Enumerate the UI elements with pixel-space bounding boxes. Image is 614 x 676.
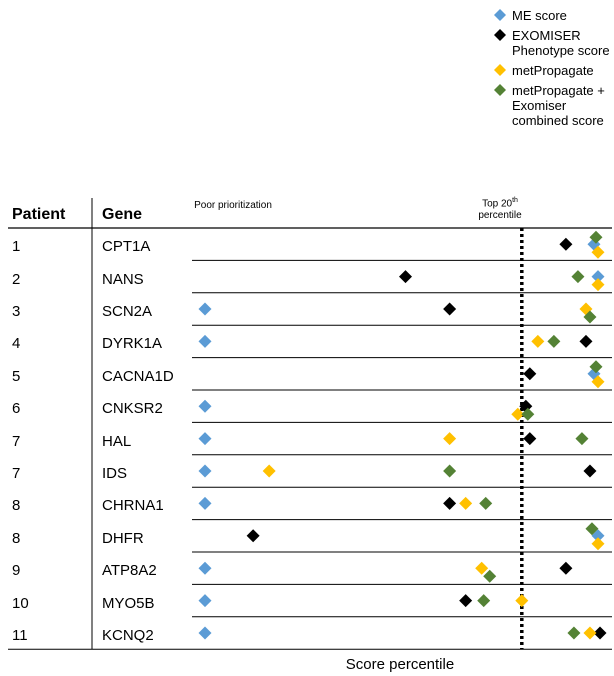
exomiser-point [593,626,607,640]
combined-score-point [589,360,603,374]
patient-label: 2 [12,270,21,288]
me-score-point [198,464,212,478]
me-score-point [198,594,212,608]
exomiser-point [523,367,537,381]
patient-label: 10 [12,594,29,612]
header-patient: Patient [12,206,66,223]
gene-label: MYO5B [102,594,155,612]
legend-item-me: ME score [494,8,614,23]
me-score-point [198,302,212,316]
legend-item-metpropagate: metPropagate [494,63,614,78]
exomiser-point [399,270,413,284]
legend-diamond-exomiser [494,29,506,41]
patient-label: 7 [12,465,21,482]
me-score-point [198,561,212,575]
gene-label: CACNA1D [102,367,174,385]
patient-label: 3 [12,303,21,320]
patient-label: 8 [12,497,21,515]
exomiser-point [559,237,573,251]
me-score-point [198,496,212,510]
legend-label-me: ME score [512,8,567,23]
combined-score-point [483,569,497,583]
legend: ME score EXOMISER Phenotype score metPro… [494,8,614,133]
annotation-top20: Top 20th percentile [470,195,530,222]
metpropagate-point [443,432,457,446]
exomiser-point [246,529,260,543]
legend-item-combined: metPropagate + Exomiser combined score [494,83,614,128]
legend-item-exomiser: EXOMISER Phenotype score [494,28,614,58]
gene-label: KCNQ2 [102,627,154,644]
exomiser-point [579,334,593,348]
exomiser-point [459,594,473,608]
gene-label: CPT1A [102,238,151,256]
patient-label: 11 [12,627,28,644]
combined-score-point [583,310,597,324]
patient-label: 1 [12,238,21,256]
gene-label: CNKSR2 [102,400,163,418]
metpropagate-point [262,464,276,478]
combined-score-point [575,432,589,446]
metpropagate-point [591,245,605,259]
combined-score-point [479,496,493,510]
combined-score-point [585,522,599,536]
combined-score-point [521,407,535,421]
x-axis-label: Score percentile [345,656,455,673]
gene-label: HAL [102,432,132,450]
metpropagate-point [591,537,605,551]
combined-score-point [589,230,603,244]
combined-score-point [567,626,581,640]
patient-label: 8 [12,529,21,547]
exomiser-point [443,302,457,316]
patient-label: 7 [12,432,21,450]
metpropagate-point [515,594,529,608]
metpropagate-point [531,334,545,348]
annotation-top20-sup: th [512,197,518,204]
gene-label: IDS [102,465,128,482]
me-score-point [198,432,212,446]
combined-score-point [477,594,491,608]
patient-label: 9 [12,562,21,580]
legend-label-combined: metPropagate + Exomiser combined score [512,83,605,128]
combined-score-point [547,334,561,348]
me-score-point [198,399,212,413]
header-gene: Gene [102,206,143,223]
me-score-point [198,626,212,640]
data-marks [198,230,607,640]
annotation-poor-prioritization: Poor prioritization [194,200,272,211]
metpropagate-point [591,375,605,389]
me-score-point [591,270,605,284]
gene-label: DHFR [102,529,144,547]
gene-label: SCN2A [102,303,153,320]
exomiser-point [559,561,573,575]
legend-diamond-me [494,9,506,21]
legend-label-exomiser: EXOMISER Phenotype score [512,28,610,58]
grid-lines [8,198,612,650]
annotation-top20-text: Top 20 [482,198,513,210]
gene-label: ATP8A2 [102,562,157,580]
patient-label: 6 [12,400,21,418]
legend-label-metpropagate: metPropagate [512,63,594,78]
me-score-point [591,529,605,543]
metpropagate-point [475,561,489,575]
metpropagate-point [583,626,597,640]
combined-score-point [443,464,457,478]
exomiser-point [443,496,457,510]
exomiser-point [523,432,537,446]
me-score-point [198,334,212,348]
gene-label: DYRK1A [102,335,163,353]
exomiser-point [583,464,597,478]
patient-label: 4 [12,335,21,353]
legend-diamond-combined [494,84,506,96]
gene-label: NANS [102,270,144,288]
metpropagate-point [591,278,605,292]
legend-diamond-metpropagate [494,64,506,76]
gene-label: CHRNA1 [102,497,164,515]
combined-score-point [571,270,585,284]
annotation-top20-percentile: percentile [478,210,522,222]
metpropagate-point [511,407,525,421]
patient-label: 5 [12,367,21,385]
metpropagate-point [459,496,473,510]
